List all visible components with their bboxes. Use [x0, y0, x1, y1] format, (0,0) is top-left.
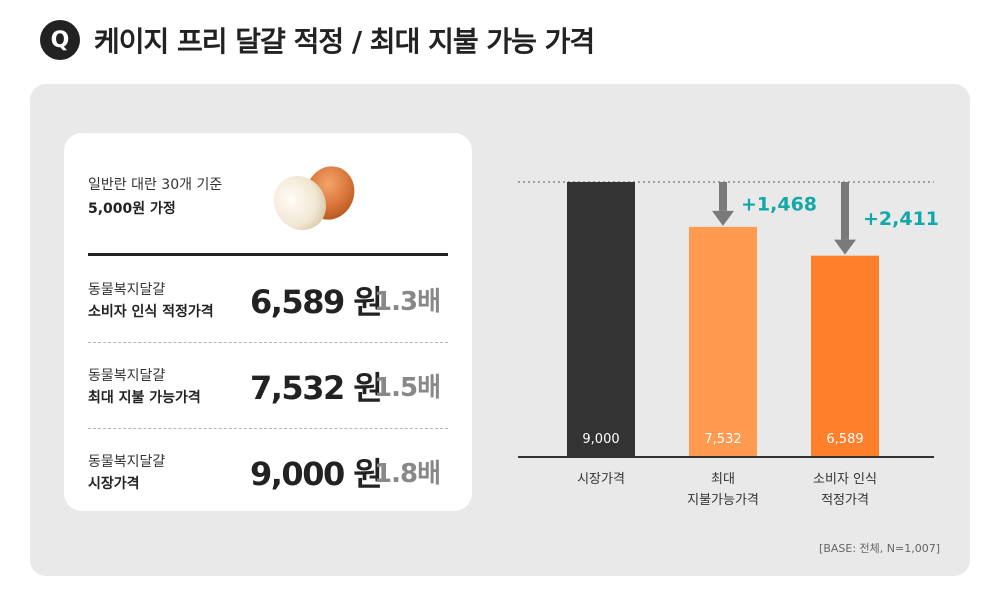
difference-label: +1,468	[741, 193, 817, 215]
row-multiplier: 1.5배	[374, 373, 441, 403]
row-label-line-2: 소비자 인식 적정가격	[88, 304, 214, 320]
difference-arrow-head	[834, 239, 856, 255]
difference-label: +2,411	[863, 208, 939, 230]
page-title: 케이지 프리 달걀 적정 / 최대 지불 가능 가격	[94, 25, 595, 58]
row-label-line-2: 최대 지불 가능가격	[88, 390, 201, 406]
row-label-line-1: 동물복지달걀	[88, 282, 166, 298]
row-label: 동물복지달걀 소비자 인식 적정가격	[88, 279, 214, 323]
bar	[811, 255, 879, 457]
row-multiplier: 1.8배	[374, 459, 441, 489]
difference-arrow-head	[712, 210, 734, 226]
x-tick-label: 적정가격	[821, 493, 869, 508]
row-multiplier: 1.3배	[374, 287, 441, 317]
x-tick-label: 지불가능가격	[687, 493, 759, 508]
card-divider	[88, 253, 448, 256]
bar-value-label: 6,589	[826, 432, 863, 447]
card-intro: 일반란 대란 30개 기준 5,000원 가정	[88, 173, 222, 221]
header: Q 케이지 프리 달걀 적정 / 최대 지불 가능 가격	[40, 18, 595, 62]
bar	[689, 226, 757, 457]
x-tick-label: 최대	[711, 472, 735, 487]
price-summary-card: 일반란 대란 30개 기준 5,000원 가정 동물복지달걀 소비자 인식 적정…	[64, 133, 472, 511]
egg-icon	[273, 166, 355, 231]
bar-value-label: 7,532	[704, 432, 741, 447]
difference-arrow	[719, 182, 727, 211]
row-separator	[88, 428, 448, 429]
intro-line-1: 일반란 대란 30개 기준	[88, 177, 223, 193]
base-footnote: [BASE: 전체, N=1,007]	[819, 542, 940, 555]
row-label: 동물복지달걀 시장가격	[88, 451, 165, 495]
row-price: 9,000 원	[250, 455, 383, 493]
bar-value-label: 9,000	[582, 432, 619, 447]
row-price: 7,532 원	[250, 369, 383, 407]
price-row: 동물복지달걀 시장가격 9,000 원 1.8배	[88, 429, 448, 515]
row-label-line-1: 동물복지달걀	[88, 454, 166, 470]
x-tick-label: 소비자 인식	[813, 472, 877, 487]
row-label-line-1: 동물복지달걀	[88, 368, 166, 384]
question-badge: Q	[40, 20, 80, 60]
row-price: 6,589 원	[250, 283, 383, 321]
row-separator	[88, 342, 448, 343]
price-row: 동물복지달걀 최대 지불 가능가격 7,532 원 1.5배	[88, 343, 448, 429]
x-tick-label: 시장가격	[577, 472, 625, 487]
row-label-line-2: 시장가격	[88, 476, 140, 492]
difference-arrow	[841, 182, 849, 240]
intro-line-2: 5,000원 가정	[88, 201, 176, 217]
bar	[567, 182, 635, 457]
row-label: 동물복지달걀 최대 지불 가능가격	[88, 365, 201, 409]
price-row: 동물복지달걀 소비자 인식 적정가격 6,589 원 1.3배	[88, 257, 448, 343]
